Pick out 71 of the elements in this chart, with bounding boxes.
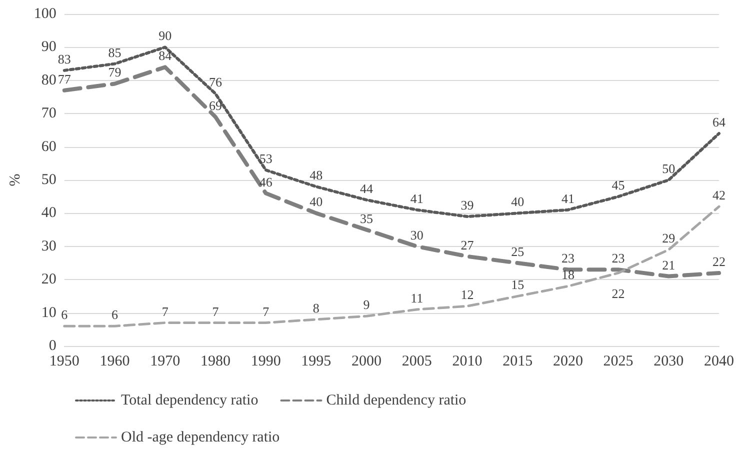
- data-label: 79: [108, 64, 122, 80]
- y-tick-label: 60: [41, 138, 56, 155]
- data-label: 23: [612, 250, 625, 266]
- data-label: 30: [410, 227, 424, 242]
- y-tick-label: 20: [41, 272, 56, 288]
- data-label: 7: [162, 304, 169, 319]
- data-label: 40: [511, 194, 524, 210]
- data-label: 7: [212, 304, 220, 319]
- data-label: 18: [561, 267, 574, 282]
- data-label: 76: [208, 74, 222, 90]
- data-label: 6: [61, 307, 68, 322]
- data-label: 83: [58, 51, 71, 66]
- data-label: 21: [662, 257, 676, 272]
- y-tick-label: 100: [34, 6, 56, 22]
- x-tick-label: 2010: [452, 354, 482, 370]
- data-label: 22: [712, 254, 726, 269]
- x-tick-label: 2020: [552, 354, 583, 370]
- data-label: 27: [460, 237, 474, 252]
- x-tick-label: 2015: [502, 354, 533, 370]
- data-label: 15: [511, 277, 524, 292]
- legend-label: Total dependency ratio: [121, 392, 258, 408]
- x-tick-label: 2030: [654, 354, 684, 370]
- y-tick-label: 80: [41, 72, 56, 88]
- data-label: 23: [561, 250, 574, 266]
- data-label: 46: [259, 174, 273, 190]
- x-tick-label: 1950: [49, 354, 80, 370]
- data-label: 25: [511, 244, 524, 259]
- data-label: 6: [112, 307, 119, 322]
- x-tick-label: 1960: [100, 354, 130, 370]
- data-label: 7: [262, 304, 270, 319]
- data-label: 50: [662, 161, 676, 176]
- data-label: 41: [410, 190, 424, 206]
- x-tick-label: 1995: [301, 354, 332, 370]
- y-axis-title: %: [8, 174, 24, 186]
- x-tick-label: 2025: [603, 354, 634, 370]
- data-label: 40: [310, 194, 323, 210]
- data-label: 69: [208, 98, 222, 113]
- x-tick-label: 2005: [402, 354, 432, 370]
- y-tick-label: 30: [41, 238, 56, 254]
- data-label: 64: [712, 114, 726, 130]
- data-label: 45: [612, 178, 625, 193]
- x-tick-label: 1980: [200, 354, 230, 370]
- x-tick-label: 1990: [250, 354, 281, 370]
- data-label: 35: [360, 210, 374, 226]
- y-tick-label: 0: [48, 338, 56, 354]
- legend-label: Child dependency ratio: [326, 392, 466, 408]
- data-label: 8: [312, 300, 320, 316]
- data-label: 77: [58, 71, 72, 86]
- data-label: 41: [561, 190, 574, 206]
- y-tick-label: 90: [41, 39, 56, 56]
- legend-label: Old -age dependency ratio: [121, 430, 280, 446]
- data-label: 39: [460, 198, 474, 213]
- data-label: 22: [612, 286, 625, 301]
- y-tick-label: 50: [41, 172, 56, 188]
- data-label: 42: [712, 188, 726, 203]
- y-tick-label: 10: [41, 304, 56, 321]
- y-tick-label: 70: [41, 106, 56, 122]
- data-label: 9: [363, 297, 370, 312]
- x-tick-label: 2040: [704, 354, 734, 370]
- x-tick-label: 1970: [150, 354, 180, 370]
- data-label: 90: [158, 28, 172, 44]
- data-label: 84: [158, 48, 172, 64]
- data-label: 12: [460, 287, 474, 302]
- data-label: 53: [259, 151, 272, 166]
- data-label: 29: [662, 230, 676, 246]
- data-label: 48: [310, 168, 323, 183]
- x-tick-label: 2000: [352, 354, 382, 370]
- data-label: 85: [108, 44, 122, 60]
- data-label: 11: [410, 290, 424, 306]
- data-label: 44: [360, 180, 374, 196]
- y-tick-label: 40: [41, 205, 56, 222]
